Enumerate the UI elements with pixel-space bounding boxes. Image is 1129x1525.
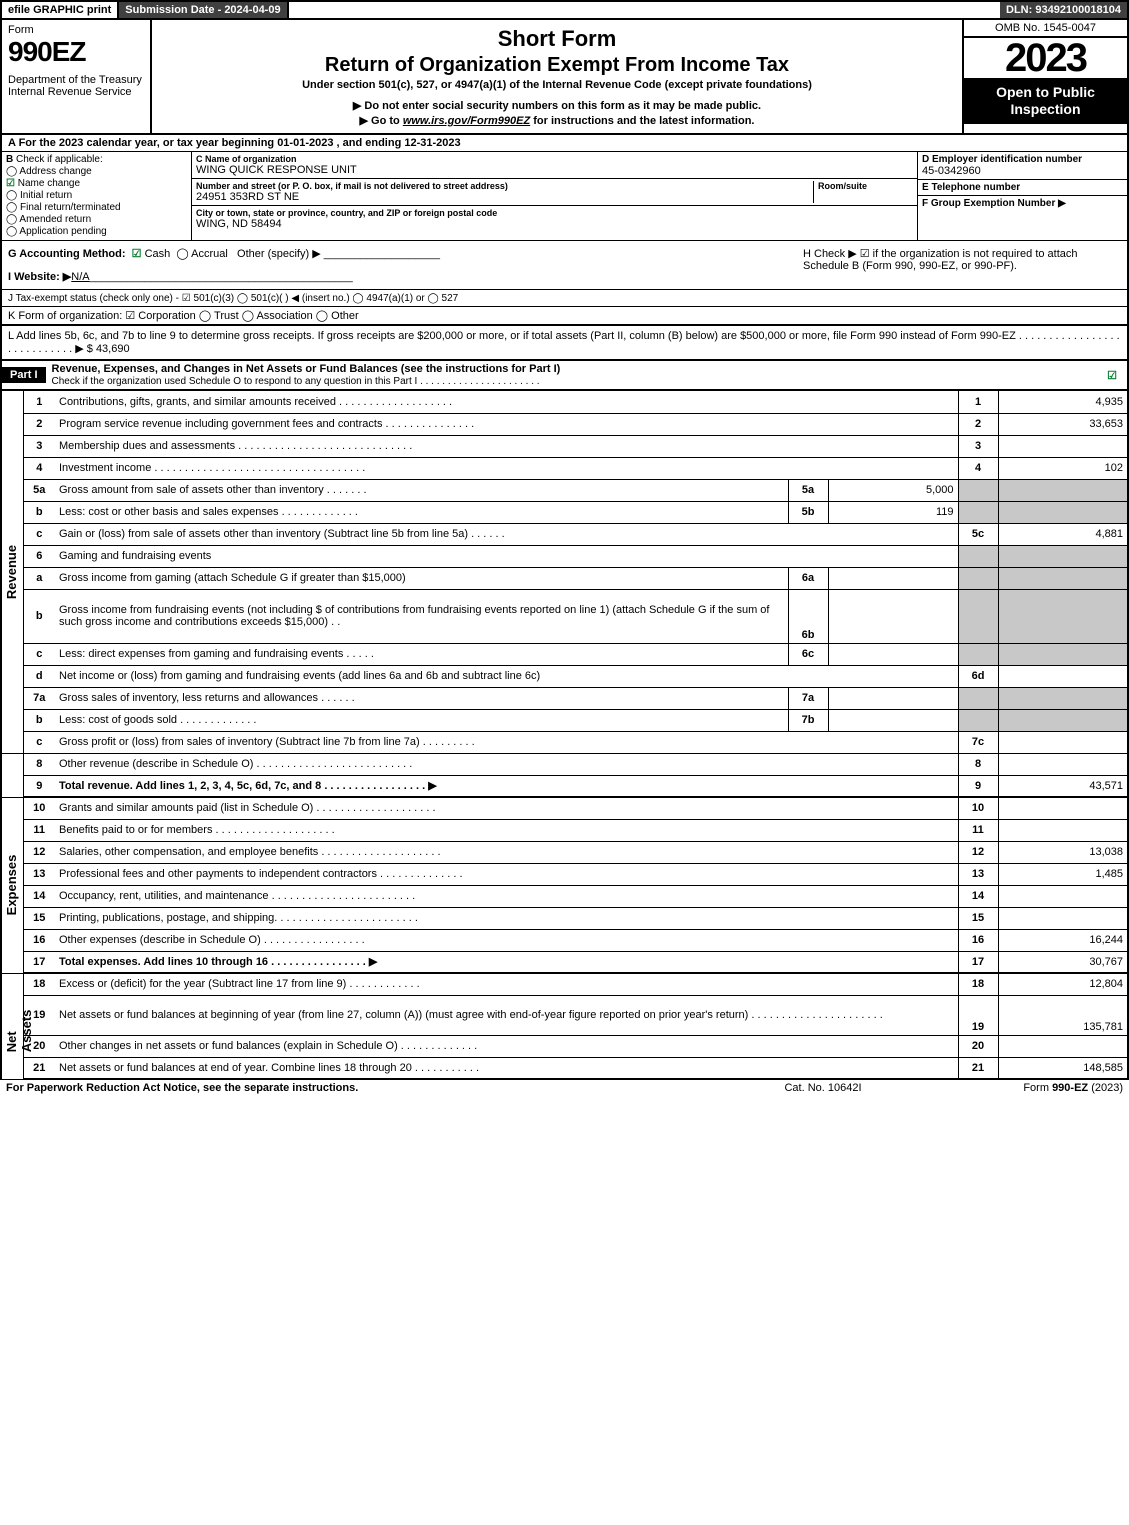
row-6c: cLess: direct expenses from gaming and f… bbox=[1, 643, 1128, 665]
ein-label: D Employer identification number bbox=[922, 154, 1123, 165]
footer-catno: Cat. No. 10642I bbox=[723, 1082, 923, 1094]
row-6d: dNet income or (loss) from gaming and fu… bbox=[1, 665, 1128, 687]
row-7a: 7aGross sales of inventory, less returns… bbox=[1, 687, 1128, 709]
row-12: 12Salaries, other compensation, and empl… bbox=[1, 841, 1128, 863]
accounting-method: G Accounting Method: ☑ Cash ◯ Accrual Ot… bbox=[8, 247, 791, 260]
row-15: 15Printing, publications, postage, and s… bbox=[1, 907, 1128, 929]
group-exemption-label: F Group Exemption Number ▶ bbox=[922, 198, 1123, 209]
row-6b: bGross income from fundraising events (n… bbox=[1, 589, 1128, 643]
row-6a: aGross income from gaming (attach Schedu… bbox=[1, 567, 1128, 589]
irs-link[interactable]: www.irs.gov/Form990EZ bbox=[403, 115, 530, 127]
row-13: 13Professional fees and other payments t… bbox=[1, 863, 1128, 885]
row-9: 9Total revenue. Add lines 1, 2, 3, 4, 5c… bbox=[1, 775, 1128, 797]
revenue-side-label: Revenue bbox=[4, 545, 19, 599]
subtitle-section: Under section 501(c), 527, or 4947(a)(1)… bbox=[156, 79, 958, 91]
form-label: Form bbox=[8, 24, 144, 36]
part1-title: Revenue, Expenses, and Changes in Net As… bbox=[52, 363, 561, 375]
row-8: 8Other revenue (describe in Schedule O) … bbox=[1, 753, 1128, 775]
tax-year: 2023 bbox=[964, 38, 1127, 78]
row-7b: bLess: cost of goods sold . . . . . . . … bbox=[1, 709, 1128, 731]
dept-label: Department of the Treasury Internal Reve… bbox=[8, 74, 144, 98]
footer-formref: Form 990-EZ (2023) bbox=[923, 1082, 1123, 1094]
footer-notice: For Paperwork Reduction Act Notice, see … bbox=[6, 1082, 723, 1094]
row-17: 17Total expenses. Add lines 10 through 1… bbox=[1, 951, 1128, 973]
section-l: L Add lines 5b, 6c, and 7b to line 9 to … bbox=[0, 326, 1129, 361]
row-10: Expenses 10Grants and similar amounts pa… bbox=[1, 797, 1128, 819]
efile-label[interactable]: efile GRAPHIC print bbox=[2, 2, 119, 18]
chk-application-pending[interactable]: ◯ Application pending bbox=[6, 226, 187, 237]
page-footer: For Paperwork Reduction Act Notice, see … bbox=[0, 1080, 1129, 1096]
part1-check[interactable]: ☑ bbox=[1107, 370, 1117, 382]
row-4: 4Investment income . . . . . . . . . . .… bbox=[1, 457, 1128, 479]
city-value: WING, ND 58494 bbox=[196, 218, 913, 230]
street-value: 24951 353RD ST NE bbox=[196, 191, 813, 203]
row-5a: 5aGross amount from sale of assets other… bbox=[1, 479, 1128, 501]
row-16: 16Other expenses (describe in Schedule O… bbox=[1, 929, 1128, 951]
org-name-label: C Name of organization bbox=[196, 154, 913, 164]
top-bar: efile GRAPHIC print Submission Date - 20… bbox=[0, 0, 1129, 20]
row-14: 14Occupancy, rent, utilities, and mainte… bbox=[1, 885, 1128, 907]
open-inspection: Open to Public Inspection bbox=[964, 78, 1127, 124]
city-label: City or town, state or province, country… bbox=[196, 208, 913, 218]
part1-sub: Check if the organization used Schedule … bbox=[52, 376, 540, 387]
room-label: Room/suite bbox=[818, 181, 913, 191]
part1-header: Part I Revenue, Expenses, and Changes in… bbox=[0, 361, 1129, 391]
row-1: Revenue 1 Contributions, gifts, grants, … bbox=[1, 391, 1128, 413]
submission-date: Submission Date - 2024-04-09 bbox=[119, 2, 288, 18]
row-20: 20Other changes in net assets or fund ba… bbox=[1, 1035, 1128, 1057]
row-2: 2Program service revenue including gover… bbox=[1, 413, 1128, 435]
title-return: Return of Organization Exempt From Incom… bbox=[156, 54, 958, 77]
section-j: J Tax-exempt status (check only one) - ☑… bbox=[0, 290, 1129, 307]
row-5b: bLess: cost or other basis and sales exp… bbox=[1, 501, 1128, 523]
section-bcdef: B Check if applicable: ◯ Address change … bbox=[0, 152, 1129, 241]
row-3: 3Membership dues and assessments . . . .… bbox=[1, 435, 1128, 457]
subtitle-link: ▶ Go to www.irs.gov/Form990EZ for instru… bbox=[156, 114, 958, 127]
title-short-form: Short Form bbox=[156, 26, 958, 52]
revenue-table: Revenue 1 Contributions, gifts, grants, … bbox=[0, 391, 1129, 1080]
row-11: 11Benefits paid to or for members . . . … bbox=[1, 819, 1128, 841]
org-name: WING QUICK RESPONSE UNIT bbox=[196, 164, 913, 176]
street-label: Number and street (or P. O. box, if mail… bbox=[196, 181, 813, 191]
chk-final-return[interactable]: ◯ Final return/terminated bbox=[6, 202, 187, 213]
subtitle-ssn: ▶ Do not enter social security numbers o… bbox=[156, 99, 958, 112]
row-6: 6Gaming and fundraising events bbox=[1, 545, 1128, 567]
chk-name-change[interactable]: ☑ Name change bbox=[6, 178, 187, 189]
section-gh: G Accounting Method: ☑ Cash ◯ Accrual Ot… bbox=[0, 241, 1129, 290]
part1-label: Part I bbox=[2, 367, 46, 383]
row-21: 21Net assets or fund balances at end of … bbox=[1, 1057, 1128, 1079]
form-header: Form 990EZ Department of the Treasury In… bbox=[0, 20, 1129, 135]
chk-initial-return[interactable]: ◯ Initial return bbox=[6, 190, 187, 201]
chk-address-change[interactable]: ◯ Address change bbox=[6, 166, 187, 177]
website: I Website: ▶N/A_________________________… bbox=[8, 270, 791, 283]
row-7c: cGross profit or (loss) from sales of in… bbox=[1, 731, 1128, 753]
form-code: 990EZ bbox=[8, 36, 144, 68]
section-a: A For the 2023 calendar year, or tax yea… bbox=[0, 135, 1129, 152]
row-5c: cGain or (loss) from sale of assets othe… bbox=[1, 523, 1128, 545]
row-19: 19Net assets or fund balances at beginni… bbox=[1, 995, 1128, 1035]
chk-amended-return[interactable]: ◯ Amended return bbox=[6, 214, 187, 225]
section-h: H Check ▶ ☑ if the organization is not r… bbox=[797, 241, 1127, 289]
phone-label: E Telephone number bbox=[922, 182, 1123, 193]
netassets-side-label: Net Assets bbox=[4, 1000, 34, 1053]
dln-number: DLN: 93492100018104 bbox=[1000, 2, 1127, 18]
section-k: K Form of organization: ☑ Corporation ◯ … bbox=[0, 307, 1129, 326]
row-18: Net Assets 18Excess or (deficit) for the… bbox=[1, 973, 1128, 995]
ein-value: 45-0342960 bbox=[922, 165, 1123, 177]
expenses-side-label: Expenses bbox=[4, 855, 19, 916]
